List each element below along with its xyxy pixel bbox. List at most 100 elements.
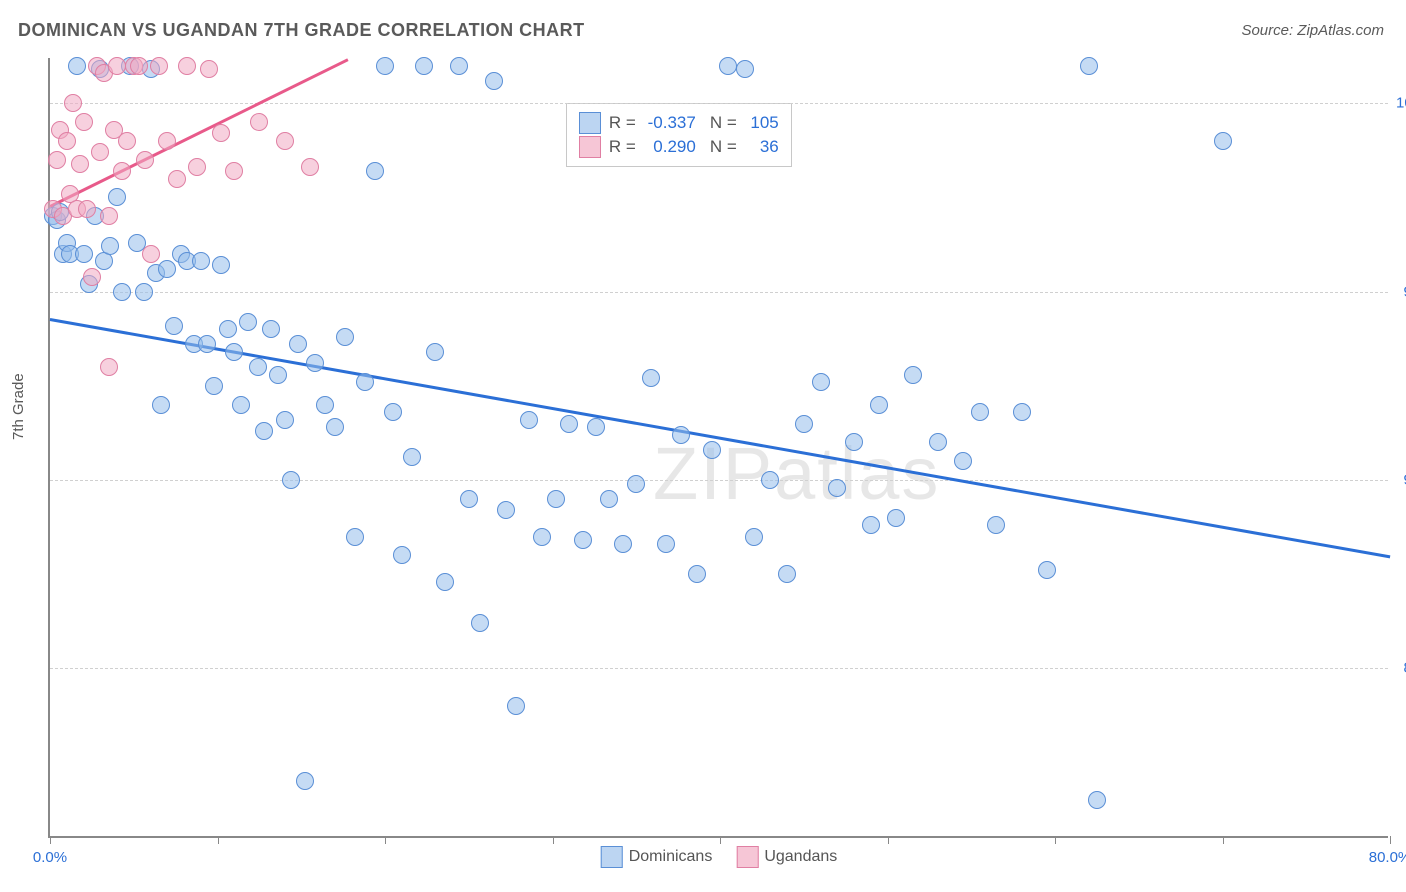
legend-n-label: N = <box>710 113 737 133</box>
data-point <box>929 433 947 451</box>
data-point <box>987 516 1005 534</box>
data-point <box>393 546 411 564</box>
x-tick <box>1390 836 1391 844</box>
legend-item: Ugandans <box>736 846 837 868</box>
data-point <box>971 403 989 421</box>
data-point <box>58 132 76 150</box>
data-point <box>282 471 300 489</box>
data-point <box>158 132 176 150</box>
x-tick <box>1223 836 1224 844</box>
data-point <box>533 528 551 546</box>
data-point <box>262 320 280 338</box>
gridline <box>50 103 1388 104</box>
trend-line <box>50 318 1390 558</box>
x-tick <box>1055 836 1056 844</box>
data-point <box>113 283 131 301</box>
data-point <box>497 501 515 519</box>
data-point <box>600 490 618 508</box>
x-tick-label: 80.0% <box>1369 849 1406 866</box>
data-point <box>672 426 690 444</box>
x-tick <box>720 836 721 844</box>
y-tick-label: 85.0% <box>1396 660 1406 677</box>
data-point <box>71 155 89 173</box>
data-point <box>255 422 273 440</box>
data-point <box>296 772 314 790</box>
y-axis-label: 7th Grade <box>10 373 27 440</box>
data-point <box>276 132 294 150</box>
data-point <box>200 60 218 78</box>
data-point <box>205 377 223 395</box>
data-point <box>108 57 126 75</box>
legend-swatch <box>579 136 601 158</box>
data-point <box>574 531 592 549</box>
data-point <box>249 358 267 376</box>
data-point <box>225 162 243 180</box>
data-point <box>130 57 148 75</box>
data-point <box>326 418 344 436</box>
data-point <box>68 57 86 75</box>
data-point <box>356 373 374 391</box>
legend-r-label: R = <box>609 137 636 157</box>
data-point <box>845 433 863 451</box>
x-tick <box>385 836 386 844</box>
data-point <box>547 490 565 508</box>
data-point <box>91 143 109 161</box>
data-point <box>64 94 82 112</box>
data-point <box>384 403 402 421</box>
source-attribution: Source: ZipAtlas.com <box>1241 22 1384 39</box>
data-point <box>954 452 972 470</box>
data-point <box>376 57 394 75</box>
data-point <box>168 170 186 188</box>
data-point <box>289 335 307 353</box>
data-point <box>48 151 66 169</box>
data-point <box>450 57 468 75</box>
chart-title: DOMINICAN VS UGANDAN 7TH GRADE CORRELATI… <box>18 20 585 41</box>
legend-swatch <box>736 846 758 868</box>
data-point <box>100 207 118 225</box>
data-point <box>276 411 294 429</box>
data-point <box>520 411 538 429</box>
x-tick <box>553 836 554 844</box>
data-point <box>108 188 126 206</box>
legend-label: Ugandans <box>764 848 837 866</box>
data-point <box>113 162 131 180</box>
data-point <box>198 335 216 353</box>
data-point <box>736 60 754 78</box>
scatter-plot-area: ZIPatlas R =-0.337N =105R =0.290N =36 Do… <box>48 58 1388 838</box>
data-point <box>100 358 118 376</box>
y-tick-label: 100.0% <box>1396 95 1406 112</box>
watermark: ZIPatlas <box>653 431 940 516</box>
data-point <box>761 471 779 489</box>
x-tick <box>218 836 219 844</box>
data-point <box>627 475 645 493</box>
data-point <box>560 415 578 433</box>
data-point <box>1214 132 1232 150</box>
y-tick-label: 90.0% <box>1396 472 1406 489</box>
legend-r-label: R = <box>609 113 636 133</box>
series-legend: Dominicans Ugandans <box>601 846 838 868</box>
data-point <box>301 158 319 176</box>
data-point <box>778 565 796 583</box>
data-point <box>366 162 384 180</box>
y-tick-label: 95.0% <box>1396 283 1406 300</box>
data-point <box>862 516 880 534</box>
x-tick-label: 0.0% <box>33 849 67 866</box>
data-point <box>426 343 444 361</box>
legend-row: R =-0.337N =105 <box>579 112 779 134</box>
data-point <box>188 158 206 176</box>
data-point <box>232 396 250 414</box>
data-point <box>136 151 154 169</box>
gridline <box>50 668 1388 669</box>
data-point <box>887 509 905 527</box>
legend-swatch <box>579 112 601 134</box>
data-point <box>219 320 237 338</box>
gridline <box>50 480 1388 481</box>
data-point <box>870 396 888 414</box>
legend-r-value: -0.337 <box>644 113 696 133</box>
data-point <box>150 57 168 75</box>
legend-row: R =0.290N =36 <box>579 136 779 158</box>
legend-item: Dominicans <box>601 846 713 868</box>
correlation-legend: R =-0.337N =105R =0.290N =36 <box>566 103 792 167</box>
data-point <box>1038 561 1056 579</box>
data-point <box>507 697 525 715</box>
